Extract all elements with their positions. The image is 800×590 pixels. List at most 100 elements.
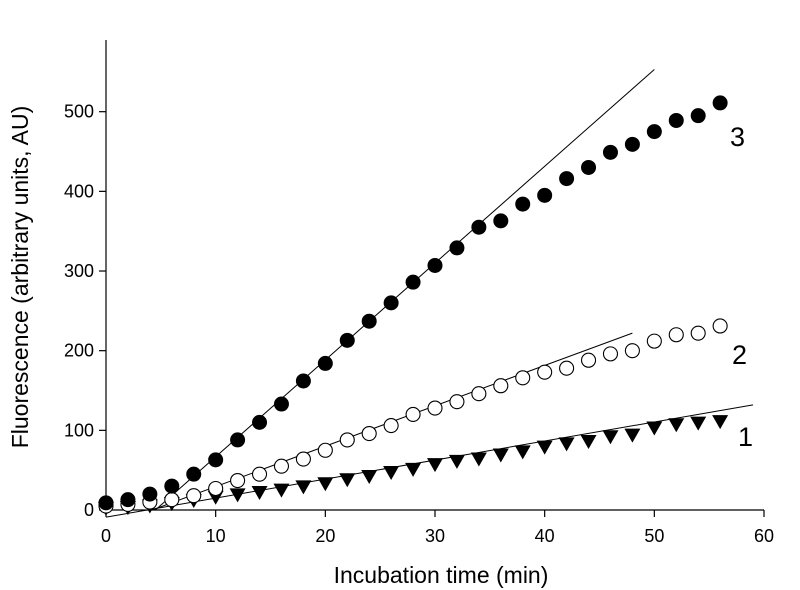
data-point-series-3 xyxy=(208,452,224,468)
data-point-series-2 xyxy=(537,364,553,380)
data-point-series-3 xyxy=(273,396,289,412)
data-point-series-2 xyxy=(273,458,290,474)
x-ticks: 0 10 20 30 40 50 60 xyxy=(101,510,774,546)
axes xyxy=(105,40,764,511)
x-tick-label: 10 xyxy=(206,526,226,546)
data-point-series-1 xyxy=(624,428,641,443)
data-point-series-1 xyxy=(229,488,246,503)
data-point-series-2 xyxy=(383,418,399,434)
data-point-series-2 xyxy=(602,346,619,362)
x-tick-label: 40 xyxy=(535,526,555,546)
data-point-series-2 xyxy=(230,472,246,489)
data-point-series-2 xyxy=(405,406,421,422)
data-point-series-1 xyxy=(668,418,685,433)
data-point-series-3 xyxy=(361,313,377,329)
data-point-series-3 xyxy=(120,492,136,508)
data-point-series-1 xyxy=(580,434,597,449)
data-point-series-2 xyxy=(186,488,202,504)
data-point-series-2 xyxy=(449,394,465,410)
data-point-series-1 xyxy=(361,470,378,485)
data-point-series-3 xyxy=(98,495,114,511)
data-point-series-2 xyxy=(164,492,180,508)
y-axis-title: Fluorescence (arbitrary units, AU) xyxy=(7,106,33,449)
y-tick-label: 300 xyxy=(64,261,94,281)
x-tick-label: 30 xyxy=(425,526,445,546)
x-tick-label: 0 xyxy=(101,526,111,546)
data-point-series-1 xyxy=(492,448,509,463)
data-point-series-1 xyxy=(558,437,575,452)
data-point-series-3 xyxy=(142,486,158,502)
data-point-series-3 xyxy=(230,432,246,448)
data-point-series-3 xyxy=(668,112,684,128)
data-point-series-3 xyxy=(690,108,706,124)
data-point-series-2 xyxy=(624,343,640,359)
data-point-series-2 xyxy=(668,327,684,343)
data-point-series-3 xyxy=(559,171,575,187)
data-point-series-1 xyxy=(448,454,465,469)
data-point-series-3 xyxy=(186,466,202,482)
data-point-series-3 xyxy=(646,124,662,140)
data-point-series-1 xyxy=(514,445,531,460)
data-point-series-1 xyxy=(317,477,334,492)
data-point-series-3 xyxy=(295,373,311,389)
data-point-series-2 xyxy=(690,325,706,341)
data-point-series-1 xyxy=(295,480,312,495)
y-tick-label: 0 xyxy=(84,500,94,520)
data-point-series-1 xyxy=(470,452,487,467)
data-point-series-3 xyxy=(317,355,333,371)
data-point-series-2 xyxy=(580,352,597,368)
data-point-series-2 xyxy=(361,425,377,442)
data-point-series-3 xyxy=(537,187,553,203)
data-point-series-2 xyxy=(208,480,224,497)
data-point-series-3 xyxy=(471,219,487,235)
y-tick-label: 400 xyxy=(64,181,94,201)
data-point-series-2 xyxy=(646,333,662,349)
series-label-3: 3 xyxy=(730,122,745,152)
data-point-series-1 xyxy=(427,458,443,473)
y-tick-label: 100 xyxy=(64,420,94,440)
data-point-series-3 xyxy=(712,95,728,111)
data-point-series-2 xyxy=(559,360,575,376)
data-point-series-2 xyxy=(251,466,268,482)
data-point-series-1 xyxy=(273,483,290,498)
data-point-series-3 xyxy=(581,159,597,175)
data-point-series-1 xyxy=(712,415,729,430)
x-axis-title: Incubation time (min) xyxy=(334,562,549,588)
data-point-series-1 xyxy=(339,473,356,488)
data-point-series-3 xyxy=(449,240,465,256)
data-point-series-2 xyxy=(317,442,333,458)
data-point-series-1 xyxy=(405,462,422,477)
y-tick-label: 200 xyxy=(64,341,94,361)
data-point-series-2 xyxy=(427,400,443,416)
data-point-series-3 xyxy=(624,136,640,152)
x-tick-label: 50 xyxy=(644,526,664,546)
data-point-series-2 xyxy=(712,318,728,334)
data-point-series-1 xyxy=(690,416,707,431)
data-point-series-3 xyxy=(405,274,421,290)
data-point-series-3 xyxy=(252,414,268,430)
x-tick-label: 20 xyxy=(315,526,335,546)
y-tick-label: 500 xyxy=(64,102,94,122)
data-point-series-1 xyxy=(383,466,400,481)
data-point-series-1 xyxy=(602,430,619,445)
data-point-series-2 xyxy=(471,386,487,402)
fit-line-series-3 xyxy=(155,69,655,511)
data-point-series-2 xyxy=(493,378,509,394)
x-tick-label: 60 xyxy=(754,526,774,546)
data-point-series-3 xyxy=(493,213,509,229)
data-point-series-2 xyxy=(295,451,311,467)
data-point-series-1 xyxy=(251,485,268,500)
data-points xyxy=(98,95,729,516)
data-point-series-3 xyxy=(427,257,443,273)
series-label-1: 1 xyxy=(738,422,753,452)
y-ticks: 0 100 200 300 400 500 xyxy=(64,102,106,520)
data-point-series-3 xyxy=(339,332,355,348)
data-point-series-3 xyxy=(515,196,531,212)
data-point-series-3 xyxy=(164,478,180,494)
data-point-series-3 xyxy=(383,295,399,311)
series-labels: 1 2 3 xyxy=(730,122,753,452)
data-point-series-3 xyxy=(602,144,618,160)
data-point-series-1 xyxy=(646,421,663,436)
series-label-2: 2 xyxy=(732,340,747,370)
